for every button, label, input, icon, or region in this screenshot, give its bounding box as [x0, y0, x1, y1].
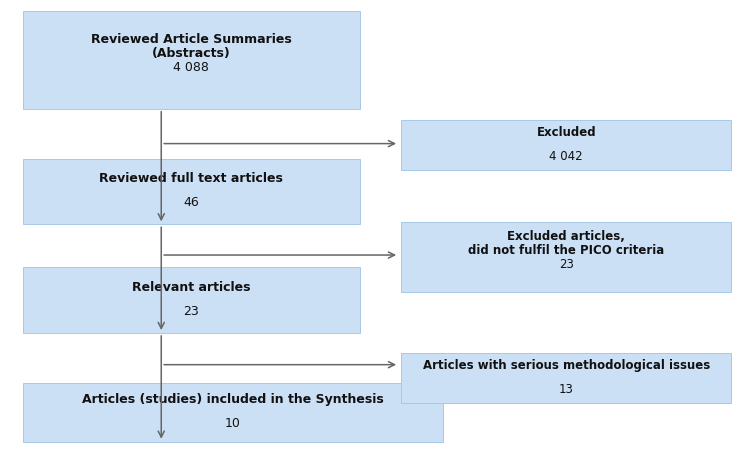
Text: Relevant articles: Relevant articles — [132, 281, 251, 294]
FancyBboxPatch shape — [401, 353, 731, 403]
Text: 4 042: 4 042 — [550, 150, 583, 163]
Text: 46: 46 — [183, 197, 200, 209]
Text: 23: 23 — [183, 305, 200, 318]
Text: 13: 13 — [559, 383, 574, 396]
Text: Reviewed full text articles: Reviewed full text articles — [99, 172, 284, 185]
FancyBboxPatch shape — [22, 383, 442, 442]
Text: 23: 23 — [559, 258, 574, 270]
Text: 4 088: 4 088 — [173, 61, 209, 73]
FancyBboxPatch shape — [401, 120, 731, 170]
Text: Articles (studies) included in the Synthesis: Articles (studies) included in the Synth… — [82, 393, 383, 406]
Text: did not fulfil the PICO criteria: did not fulfil the PICO criteria — [468, 244, 664, 257]
Text: (Abstracts): (Abstracts) — [152, 47, 231, 60]
FancyBboxPatch shape — [22, 267, 360, 333]
Text: Excluded articles,: Excluded articles, — [507, 231, 626, 244]
Text: 10: 10 — [224, 417, 241, 430]
FancyBboxPatch shape — [22, 11, 360, 109]
Text: Articles with serious methodological issues: Articles with serious methodological iss… — [423, 359, 710, 372]
FancyBboxPatch shape — [22, 159, 360, 224]
FancyBboxPatch shape — [401, 222, 731, 292]
Text: Reviewed Article Summaries: Reviewed Article Summaries — [91, 34, 292, 46]
Text: Excluded: Excluded — [536, 125, 596, 139]
